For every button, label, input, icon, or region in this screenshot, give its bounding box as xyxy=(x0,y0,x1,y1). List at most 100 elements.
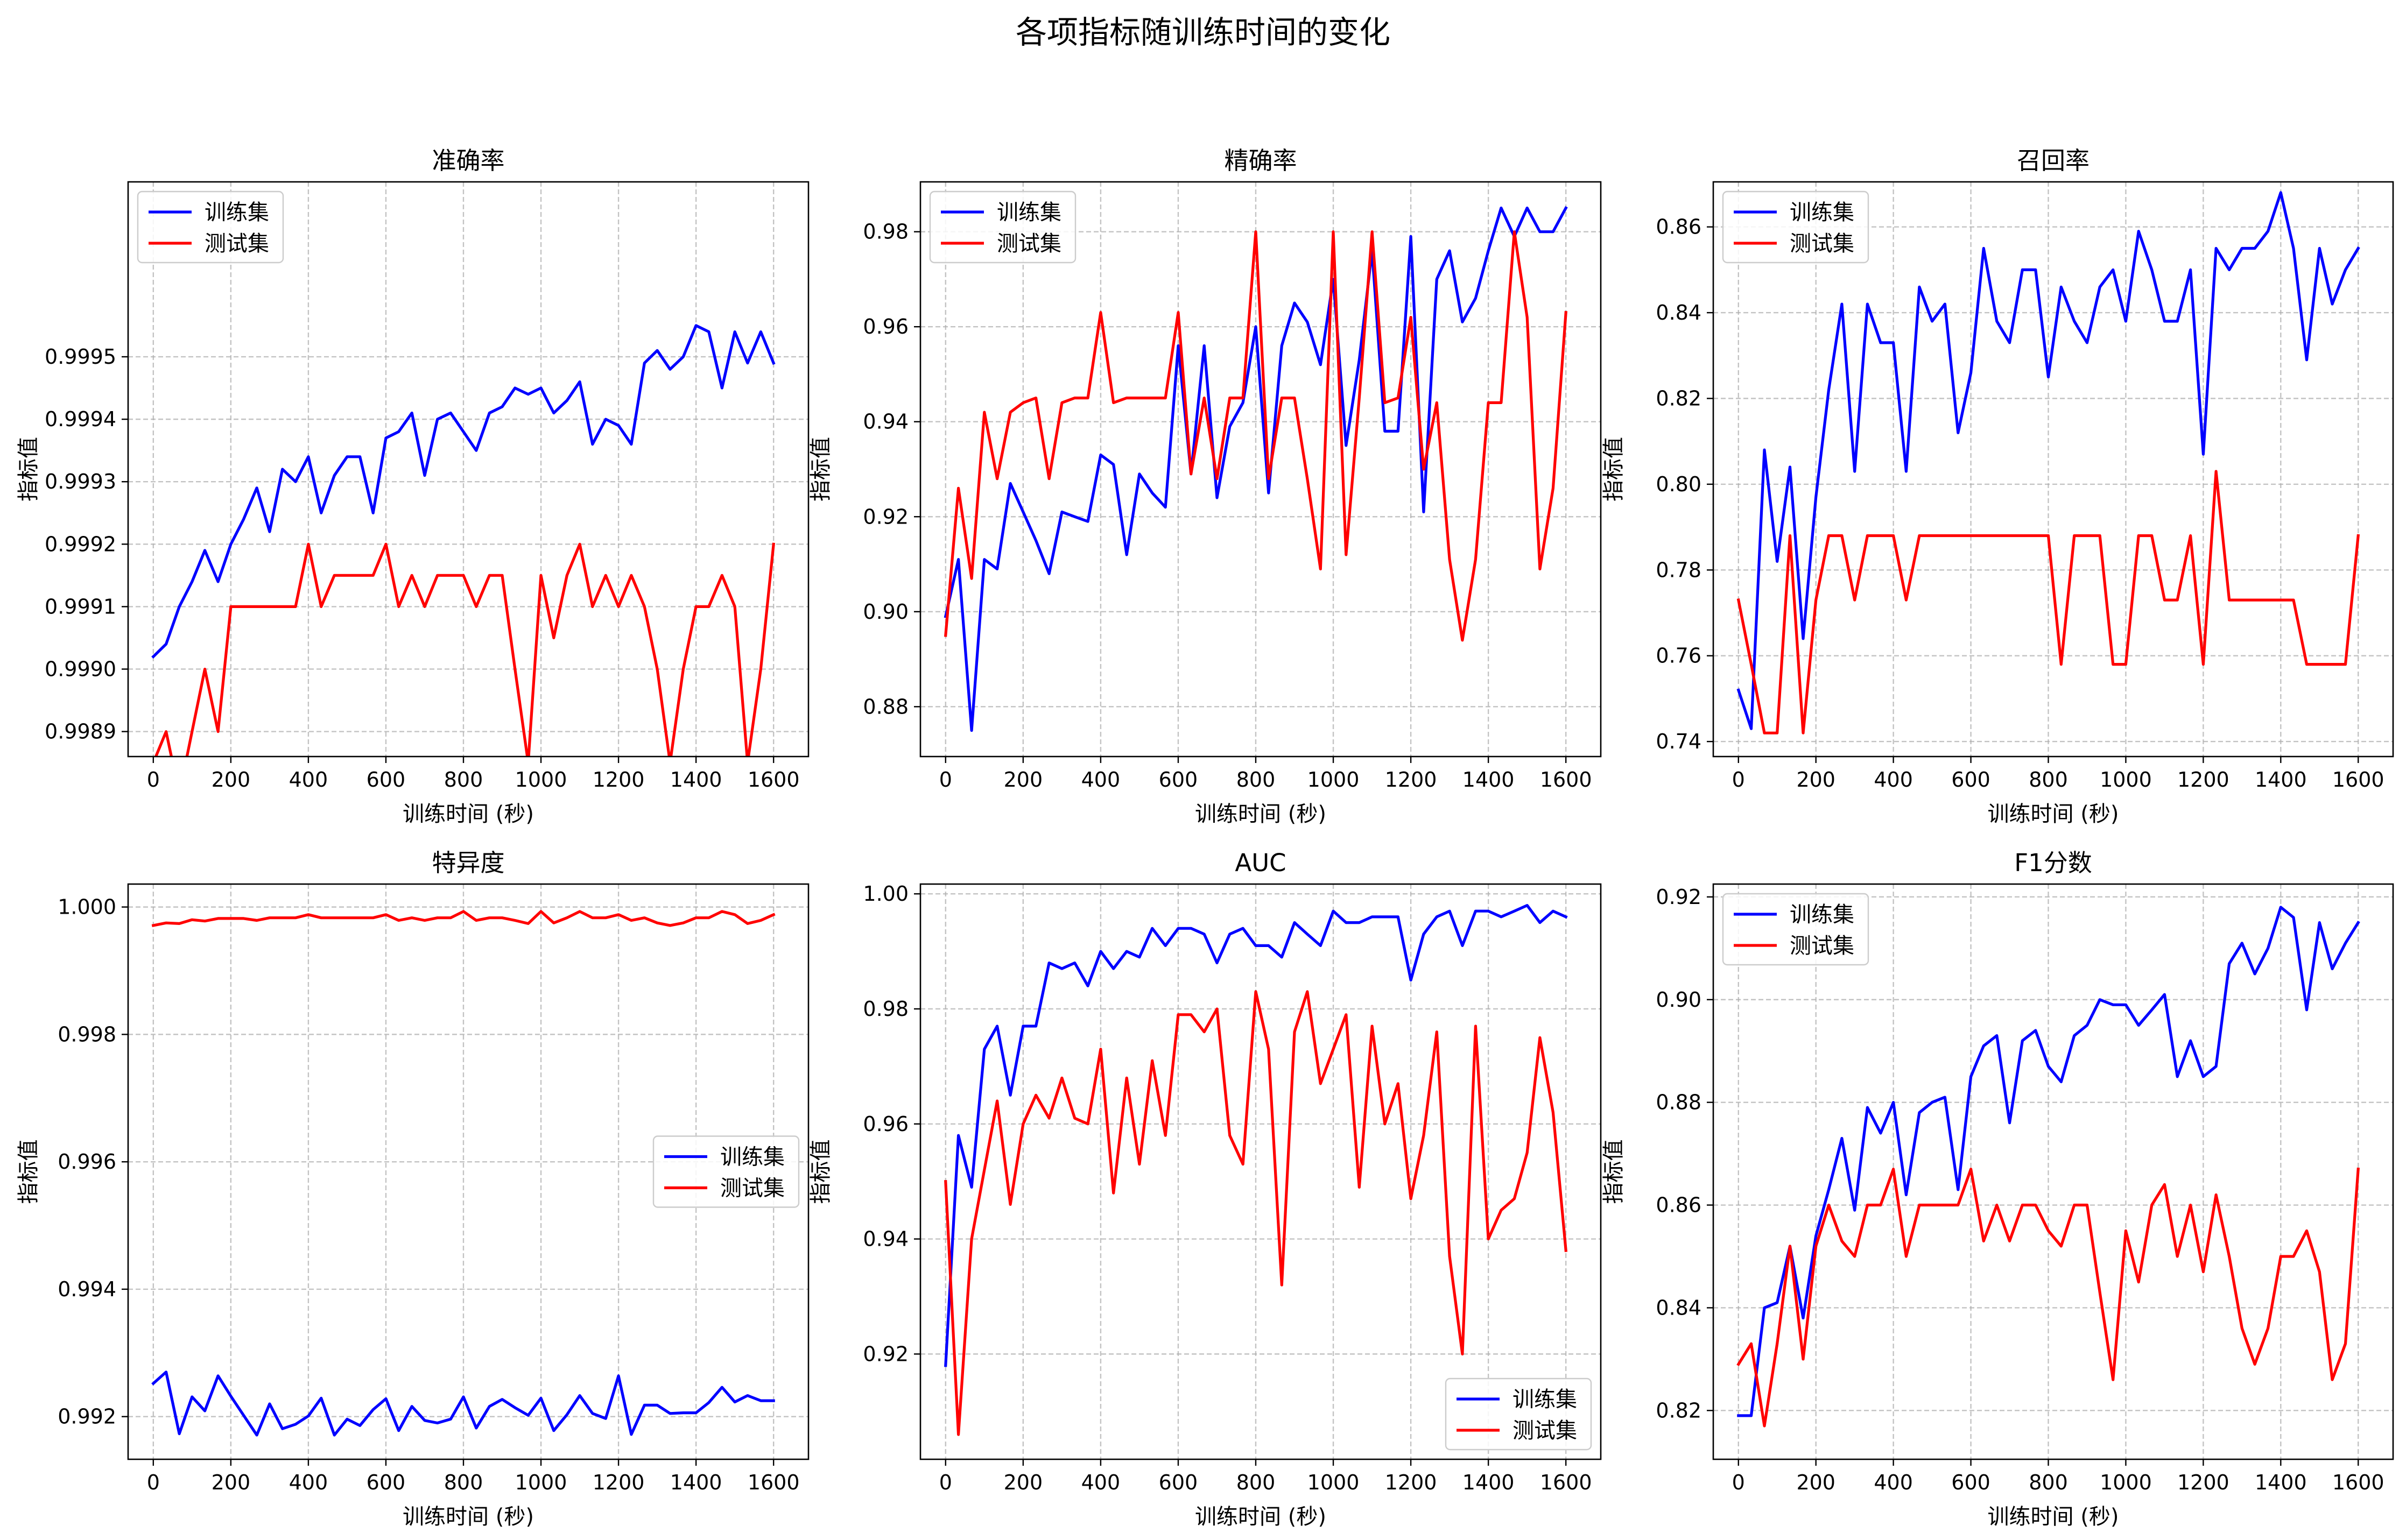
legend-label-test: 测试集 xyxy=(720,1176,785,1201)
subplot-1: 0 200 400 600 800 1000 1200 1400 1600 0.9989 0.999… xyxy=(16,146,810,826)
y-tick-label: 1.00 xyxy=(863,882,909,906)
legend-box xyxy=(1445,1377,1592,1451)
x-tick-label: 1000 xyxy=(1307,1471,1360,1494)
x-axis-label: 训练时间 (秒) xyxy=(1988,802,2119,826)
x-tick-label: 200 xyxy=(212,1471,251,1494)
x-tick-label: 400 xyxy=(1874,768,1913,792)
legend-box xyxy=(1722,190,1869,264)
series-line-test xyxy=(944,990,1568,1436)
series-line-train xyxy=(151,324,776,659)
x-tick-label: 1200 xyxy=(593,1471,645,1494)
x-tick-label: 1600 xyxy=(748,768,800,792)
x-tick-label: 600 xyxy=(1951,1471,1990,1494)
x-tick-label: 400 xyxy=(1874,1471,1913,1494)
legend-label-test: 测试集 xyxy=(205,231,269,256)
subplot-5: 0 200 400 600 800 1000 1200 1400 1600 0.92 0.94 0.9… xyxy=(808,849,1602,1529)
x-tick-label: 200 xyxy=(212,768,251,792)
subplot-3: 0 200 400 600 800 1000 1200 1400 1600 0.74 0.76 0.7… xyxy=(1601,146,2394,826)
y-tick-label: 0.92 xyxy=(1656,885,1701,909)
y-tick-label: 0.9995 xyxy=(45,345,116,369)
series-line-train xyxy=(151,1371,775,1437)
y-tick-label: 0.84 xyxy=(1656,301,1701,324)
legend-label-train: 训练集 xyxy=(205,200,269,225)
y-tick-label: 0.86 xyxy=(1656,1193,1701,1217)
y-tick-label: 0.90 xyxy=(1656,988,1701,1012)
legend-box xyxy=(652,1135,800,1208)
x-tick-label: 600 xyxy=(1159,768,1198,792)
x-tick-label: 1400 xyxy=(1462,1471,1515,1494)
x-tick-label: 200 xyxy=(1004,768,1043,792)
subplot-4: 0 200 400 600 800 1000 1200 1400 1600 0.992 0.994 0… xyxy=(16,849,810,1529)
y-tick-label: 0.992 xyxy=(58,1405,116,1429)
x-tick-label: 1400 xyxy=(670,1471,722,1494)
y-axis-label: 指标值 xyxy=(1601,1140,1626,1204)
x-tick-label: 1600 xyxy=(2332,768,2384,792)
x-tick-label: 600 xyxy=(367,1471,406,1494)
x-tick-label: 1400 xyxy=(2255,768,2307,792)
x-tick-label: 1000 xyxy=(515,768,567,792)
y-axis-label: 指标值 xyxy=(808,437,833,501)
x-tick-label: 400 xyxy=(289,1471,328,1494)
y-tick-label: 0.9991 xyxy=(45,595,116,618)
y-tick-label: 0.96 xyxy=(863,1112,909,1136)
subplot-2: 0 200 400 600 800 1000 1200 1400 1600 0.88 0.90 0.9… xyxy=(808,146,1602,826)
x-tick-label: 1200 xyxy=(2177,1471,2229,1494)
subplot-title: 召回率 xyxy=(2017,146,2090,175)
series-line-test xyxy=(944,230,1567,642)
x-tick-label: 600 xyxy=(1159,1471,1198,1494)
x-tick-label: 200 xyxy=(1796,768,1835,792)
x-tick-label: 1000 xyxy=(2100,768,2152,792)
y-tick-label: 0.82 xyxy=(1656,386,1701,410)
x-tick-label: 800 xyxy=(1236,768,1276,792)
x-tick-label: 0 xyxy=(939,1471,952,1494)
y-tick-label: 0.994 xyxy=(58,1277,116,1301)
axes-frame xyxy=(127,181,810,758)
y-tick-label: 0.88 xyxy=(1656,1091,1701,1114)
x-tick-label: 0 xyxy=(147,1471,160,1494)
x-tick-label: 1600 xyxy=(748,1471,800,1494)
x-tick-label: 200 xyxy=(1004,1471,1043,1494)
y-tick-label: 0.94 xyxy=(863,1227,909,1251)
x-tick-label: 400 xyxy=(1081,768,1121,792)
figure-title: 各项指标随训练时间的变化 xyxy=(1016,14,1390,51)
axes-frame xyxy=(1712,883,2394,1460)
x-tick-label: 1600 xyxy=(1540,768,1592,792)
x-tick-label: 800 xyxy=(444,1471,483,1494)
y-tick-label: 0.94 xyxy=(863,410,909,434)
x-tick-label: 1000 xyxy=(2100,1471,2152,1494)
y-axis-label: 指标值 xyxy=(1601,437,1626,501)
y-tick-label: 0.998 xyxy=(58,1022,116,1046)
legend-label-test: 测试集 xyxy=(1512,1418,1577,1443)
x-tick-label: 1200 xyxy=(1385,1471,1437,1494)
series-line-test xyxy=(154,542,776,757)
axes-frame xyxy=(919,883,1602,1460)
y-tick-label: 0.84 xyxy=(1656,1296,1701,1319)
y-tick-label: 0.98 xyxy=(863,220,909,244)
subplot-title: AUC xyxy=(1235,849,1286,877)
subplot-title: F1分数 xyxy=(2014,849,2092,877)
series-line-test xyxy=(1736,1167,2360,1428)
subplot-title: 准确率 xyxy=(432,146,504,175)
y-tick-label: 0.9993 xyxy=(45,470,116,493)
y-tick-label: 0.98 xyxy=(863,997,909,1021)
x-tick-label: 600 xyxy=(1951,768,1990,792)
x-tick-label: 0 xyxy=(939,768,952,792)
y-tick-label: 0.996 xyxy=(58,1150,116,1174)
x-tick-label: 0 xyxy=(147,768,160,792)
y-tick-label: 0.9994 xyxy=(45,407,116,431)
legend-label-train: 训练集 xyxy=(1512,1387,1577,1412)
y-tick-label: 0.92 xyxy=(863,1342,909,1366)
x-tick-label: 1400 xyxy=(2255,1471,2307,1494)
x-tick-label: 1000 xyxy=(1307,768,1360,792)
y-axis-label: 指标值 xyxy=(16,1140,41,1204)
x-tick-label: 1200 xyxy=(593,768,645,792)
subplot-grid: 0 200 400 600 800 1000 1200 1400 1600 0.9989 0.999… xyxy=(16,146,2394,1529)
axes-frame xyxy=(919,181,1602,758)
x-tick-label: 800 xyxy=(444,768,483,792)
legend-label-train: 训练集 xyxy=(997,200,1061,225)
x-tick-label: 800 xyxy=(2029,768,2068,792)
x-axis-label: 训练时间 (秒) xyxy=(403,1504,534,1529)
